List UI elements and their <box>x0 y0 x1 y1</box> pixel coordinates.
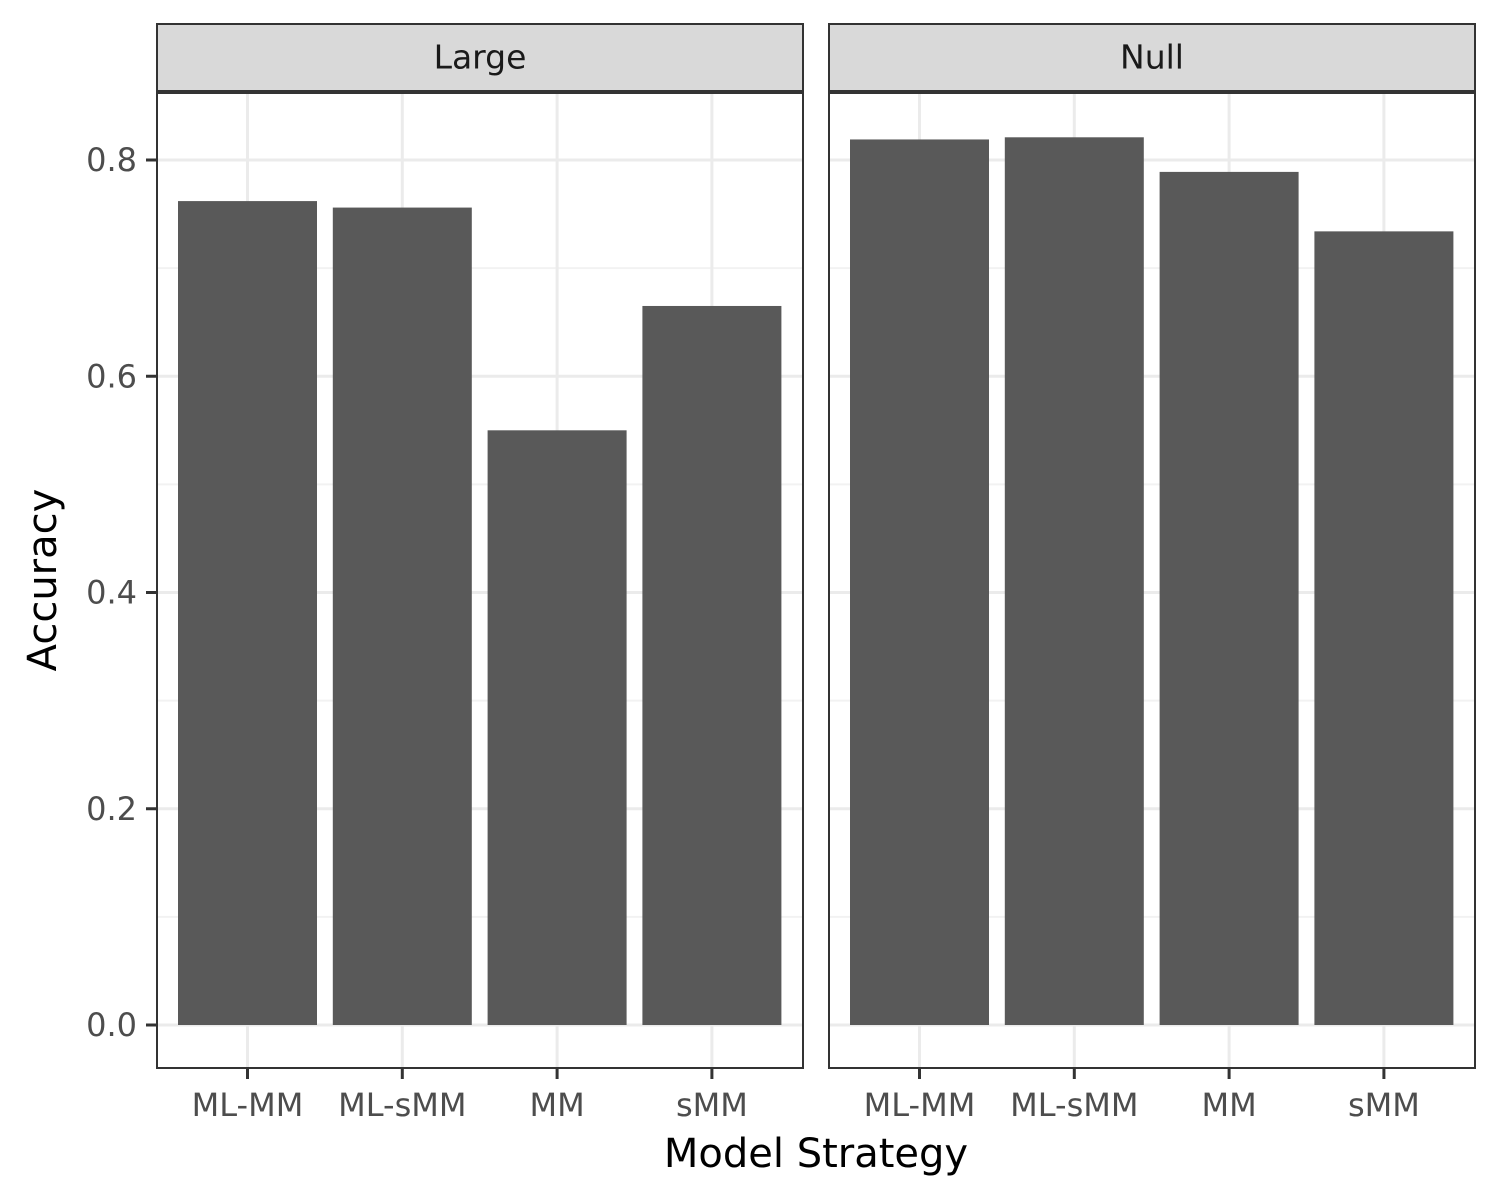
facet-strip-label: Null <box>1120 38 1184 77</box>
x-tick-label: MM <box>529 1086 584 1124</box>
x-tick-label: sMM <box>676 1086 748 1124</box>
bar-mm <box>487 430 627 1025</box>
y-tick-label: 0.2 <box>86 790 137 828</box>
bar-mm <box>1159 171 1299 1026</box>
facet-strip <box>828 23 1476 92</box>
facet-strip <box>156 23 804 92</box>
panel-large: Large ML-MM ML-sMM MM sMM 0.0 0.2 0.4 0.6 0.8 <box>86 23 804 1124</box>
y-tick-label: 0.8 <box>86 141 137 179</box>
y-tick-label: 0.4 <box>86 574 137 612</box>
panel-border <box>828 92 1476 1069</box>
x-tick-label: MM <box>1201 1086 1256 1124</box>
x-tick-label: sMM <box>1348 1086 1420 1124</box>
bar-ml-mm <box>850 139 989 1026</box>
facet-strip-label: Large <box>434 38 527 77</box>
bar-smm <box>1314 231 1454 1026</box>
bar-ml-smm <box>1004 137 1144 1025</box>
y-tick-label: 0.0 <box>86 1006 137 1044</box>
bar-smm <box>642 305 782 1025</box>
x-tick-label: ML-MM <box>192 1086 304 1124</box>
x-tick-label: ML-sMM <box>1010 1086 1138 1124</box>
bar-ml-mm <box>178 201 317 1025</box>
bar-ml-smm <box>332 207 472 1025</box>
y-axis-title: Accuracy <box>20 489 66 672</box>
panel-null: Null ML-MM ML-sMM MM sMM <box>828 23 1476 1124</box>
panel-border <box>156 92 804 1069</box>
x-tick-label: ML-MM <box>864 1086 976 1124</box>
panels-layer: Large ML-MM ML-sMM MM sMM 0.0 0.2 0.4 0.6 0.8 Null… <box>86 23 1476 1124</box>
x-axis-title: Model Strategy <box>664 1131 968 1177</box>
y-tick-label: 0.6 <box>86 357 137 395</box>
x-tick-label: ML-sMM <box>338 1086 466 1124</box>
